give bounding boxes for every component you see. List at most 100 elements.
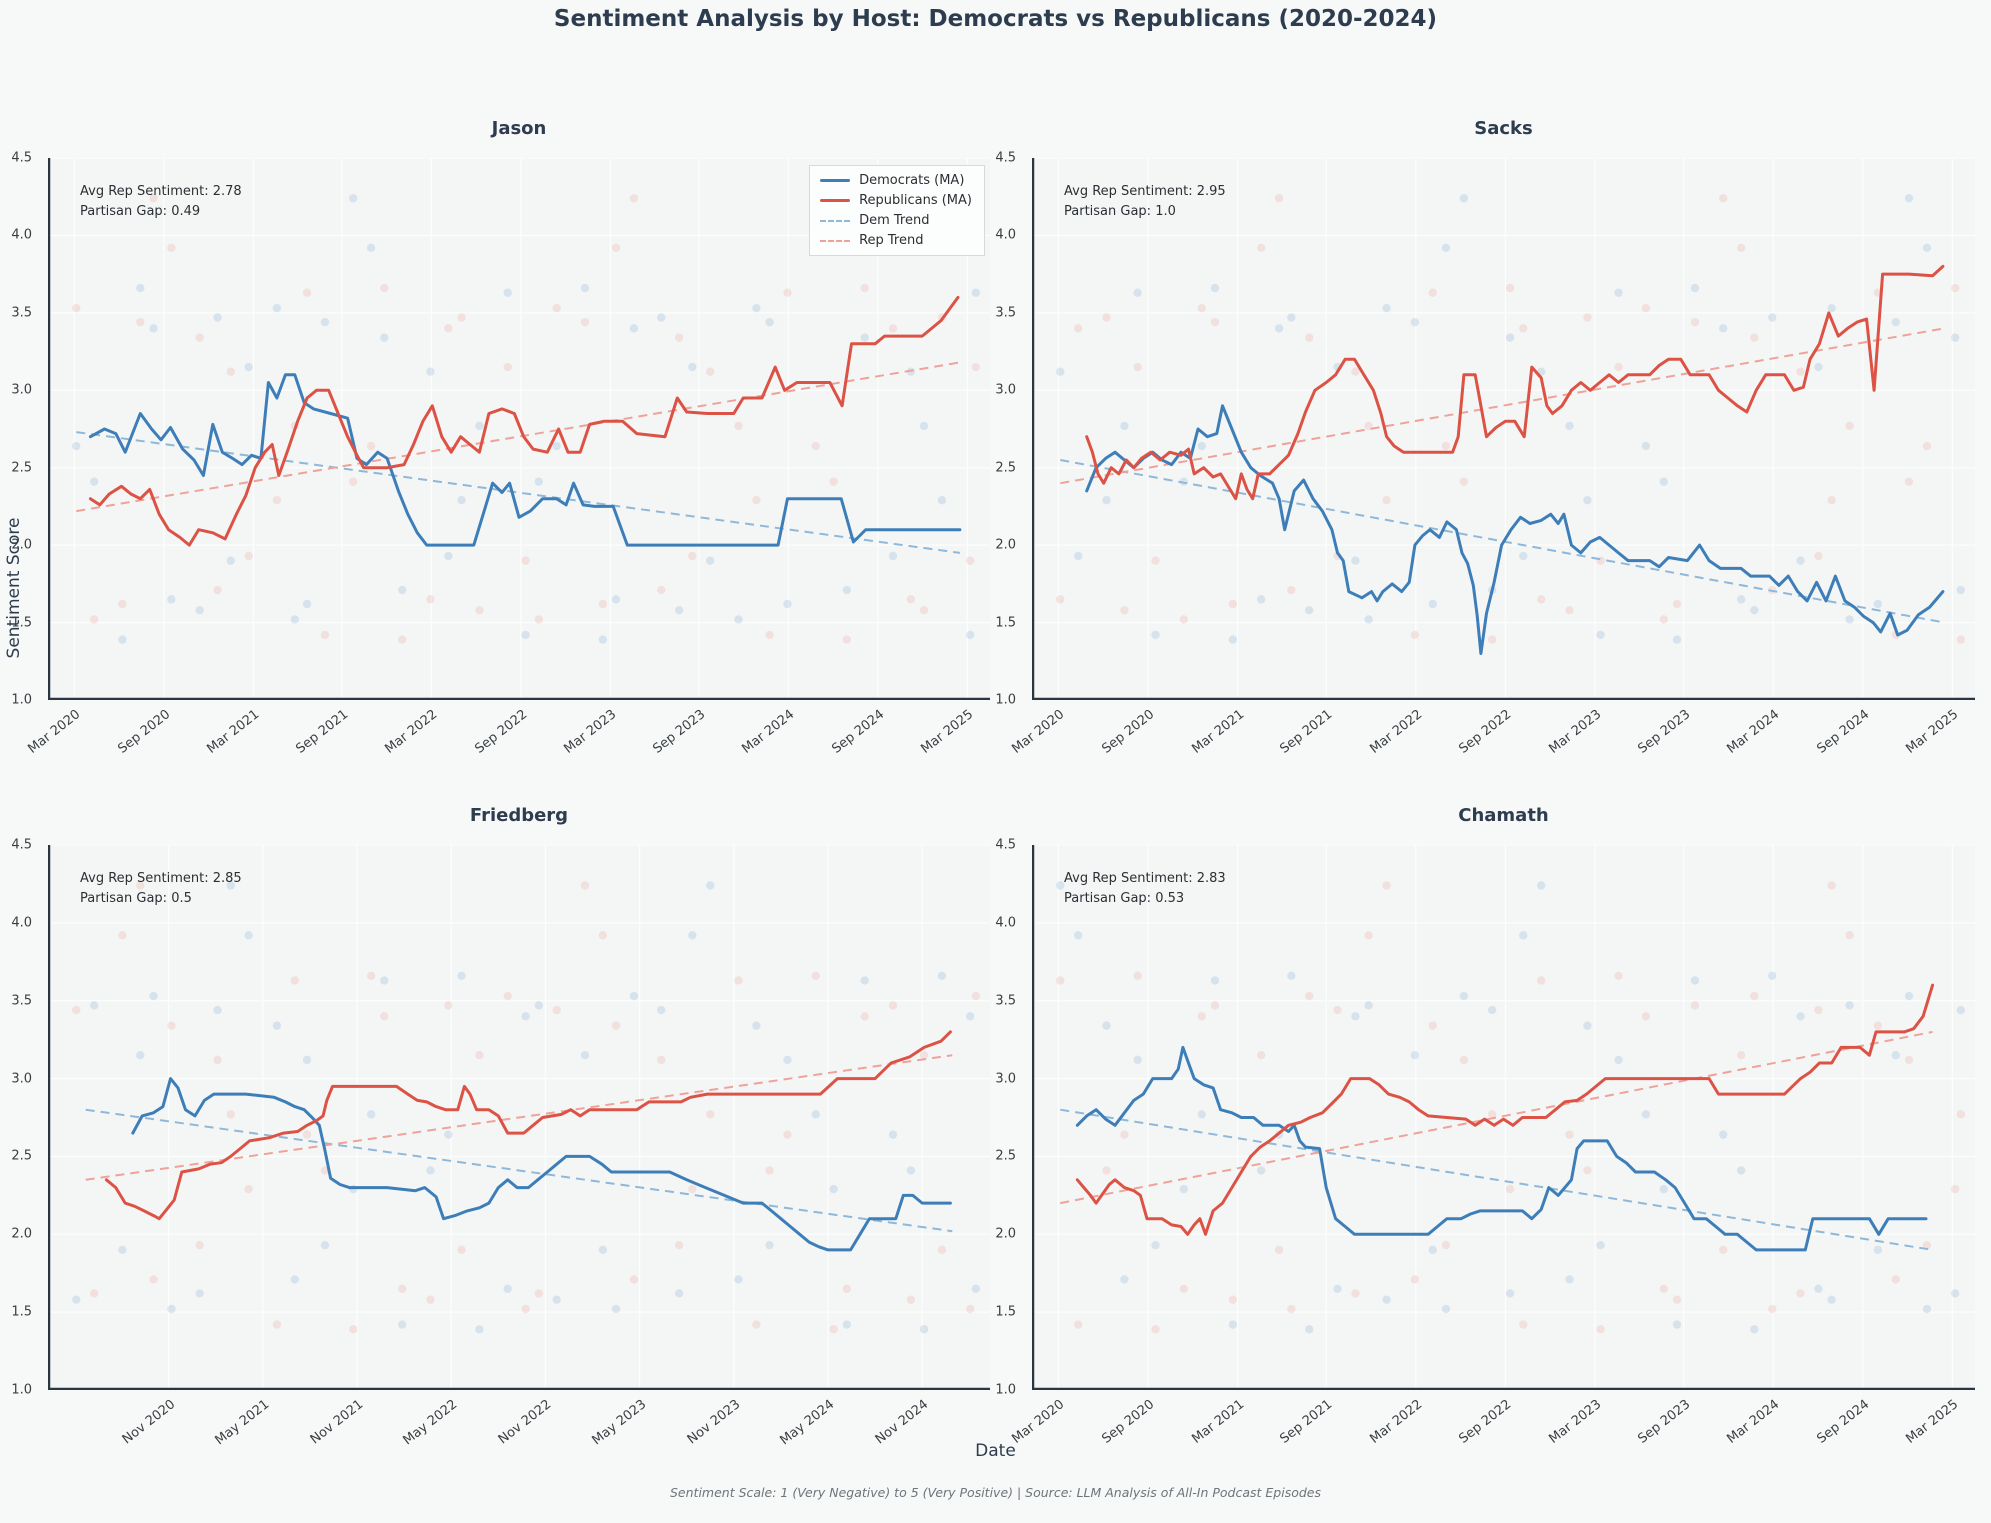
dem-scatter-point [811,1110,820,1119]
rep-trend-line [1060,327,1945,485]
rep-scatter-point [136,881,145,890]
rep-scatter-point [1382,496,1391,505]
rep-scatter-point [765,630,774,640]
y-tick-label: 2.0 [995,537,1016,553]
dem-scatter-point [752,304,761,313]
rep-scatter-point [1056,976,1065,985]
y-tick-label: 3.0 [11,382,32,398]
y-tick-label: 3.5 [995,993,1016,1009]
rep-scatter-point [349,477,358,486]
rep-scatter-point [1228,1295,1238,1304]
rep-scatter-point [1672,599,1682,609]
dem-scatter-point [118,1245,127,1255]
rep-scatter-point [1428,1021,1437,1030]
rep-trend-line [85,1054,953,1181]
plot-canvas [1032,845,1975,1390]
dem-scatter-point [457,496,466,505]
rep-scatter-point [888,1001,898,1010]
rep-scatter-point [1210,317,1220,327]
rep-scatter-point [1659,615,1669,624]
dem-scatter-point [195,605,204,615]
rep-scatter-point [1228,599,1238,609]
x-tick-label: Mar 2020 [1009,707,1068,757]
legend: Democrats (MA) Republicans (MA) Dem Tren… [809,165,985,256]
x-tick-label: Sep 2024 [1814,707,1873,757]
rep-scatter-point [226,1110,235,1119]
x-tick-label: Sep 2021 [1277,1397,1336,1447]
y-tick-label: 3.0 [11,1071,32,1087]
dem-scatter-point [1487,1005,1497,1015]
dem-scatter-point [1305,1325,1314,1334]
x-tick-label: Mar 2023 [1546,1397,1605,1447]
annotation-chamath: Avg Rep Sentiment: 2.83 Partisan Gap: 0.… [1064,869,1226,908]
x-tick-label: Mar 2020 [1009,1397,1068,1447]
dem-scatter-point [1827,1295,1836,1304]
rep-scatter-point [1583,1166,1592,1175]
rep-scatter-point [1827,881,1836,890]
y-tick-label: 3.5 [995,305,1016,321]
rep-scatter-point [1565,1130,1574,1139]
dem-scatter-point [734,1275,743,1284]
dem-scatter-point [888,551,898,561]
dem-scatter-point [1333,1284,1342,1293]
plot-area-sacks: Sacks Avg Rep Sentiment: 2.95 Partisan G… [995,118,1975,757]
dem-scatter-point [72,1295,81,1304]
dem-scatter-point [1814,362,1823,372]
rep-scatter-point [1102,1166,1111,1175]
rep-scatter-point [1596,556,1605,565]
rep-scatter-point [1120,1130,1129,1139]
rep-trend-line [1060,1030,1933,1205]
dem-scatter-point [521,630,530,640]
dem-scatter-point [1641,441,1651,451]
dem-scatter-point [1287,971,1296,980]
rep-scatter-point [503,991,512,1001]
dem-scatter-point [1197,1110,1206,1119]
rep-scatter-point [765,1166,774,1175]
rep-scatter-point [971,362,981,372]
rep-scatter-point [1956,635,1966,644]
x-tick-label: Sep 2022 [472,707,531,757]
dem-scatter-point [1845,615,1854,624]
x-tick-label: Nov 2024 [872,1397,932,1448]
rep-scatter-point [366,441,376,451]
dem-scatter-point [475,421,484,431]
dem-scatter-point [1102,496,1111,505]
y-tick-label: 1.0 [995,1382,1016,1398]
rep-scatter-point [1537,976,1546,985]
dem-scatter-point [1814,1284,1823,1293]
rep-scatter-point [1690,1001,1700,1010]
rep-scatter-point [1873,1021,1883,1030]
x-tick-label: Mar 2022 [1367,1397,1426,1447]
rep-scatter-point [1719,194,1728,203]
rep-scatter-point [752,496,761,505]
rep-scatter-point [688,551,697,561]
y-tick-label: 2.0 [995,1226,1016,1242]
rep-scatter-point [1459,477,1469,486]
rep-scatter-point [1441,441,1451,451]
rep-scatter-point [674,333,684,342]
rep-scatter-point [521,1304,530,1314]
rep-scatter-point [167,243,176,253]
rep-scatter-point [1274,1245,1284,1255]
rep-scatter-point [195,333,204,342]
dem-scatter-point [1736,595,1746,604]
dem-scatter-point [598,635,608,644]
y-axis-ticks: 4.5 4.0 3.5 3.0 2.5 2.0 1.5 1.0 [978,151,1024,708]
dem-scatter-point [783,1055,792,1065]
x-axis-ticks: Mar 2020 Sep 2020 Mar 2021 Sep 2021 Mar 2022… [26,700,990,766]
x-tick-label: Sep 2023 [1634,1397,1693,1447]
rep-scatter-point [598,599,608,609]
rep-scatter-point [1719,1245,1728,1255]
dem-scatter-point [1074,551,1083,561]
dem-scatter-point [320,317,330,327]
dem-scatter-point [580,1051,590,1060]
rep-scatter-point [503,362,512,372]
rep-scatter-point [244,551,253,561]
dem-scatter-point [611,595,621,604]
x-tick-label: Sep 2021 [293,707,352,757]
rep-scatter-point [1583,313,1592,322]
rep-scatter-point [426,595,435,604]
rep-scatter-point [906,595,916,604]
rep-scatter-point [1519,324,1528,333]
x-tick-label: Sep 2024 [1814,1397,1873,1447]
